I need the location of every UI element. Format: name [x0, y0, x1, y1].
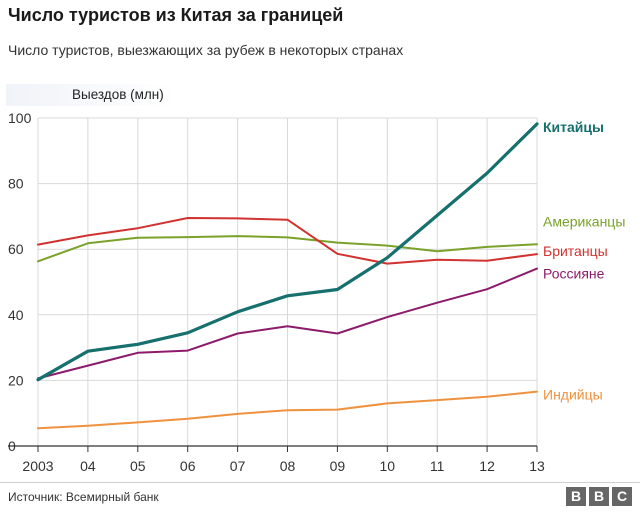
- y-axis-label-box: Выездов (млн): [6, 84, 176, 106]
- series-line-0: [37, 235, 538, 263]
- x-tick-label: 04: [80, 458, 96, 474]
- x-tick-label: 05: [130, 458, 146, 474]
- y-tick-label: 80: [8, 176, 24, 192]
- bbc-logo-letter-1: B: [566, 487, 586, 506]
- y-tick-label: 100: [8, 110, 32, 126]
- series-line-3: [36, 122, 539, 382]
- x-tick-label: 10: [380, 458, 396, 474]
- x-tick-label: 06: [180, 458, 196, 474]
- chart-subtitle: Число туристов, выезжающих за рубеж в не…: [8, 42, 404, 58]
- series-label-4: Индийцы: [543, 387, 603, 403]
- chart-title: Число туристов из Китая за границей: [8, 5, 344, 25]
- x-tick-label: 13: [529, 458, 545, 474]
- x-tick-label: 11: [430, 458, 445, 474]
- y-tick-label: 60: [8, 241, 24, 257]
- series-label-1: Британцы: [543, 243, 608, 259]
- x-tick-label: 09: [330, 458, 346, 474]
- series-label-2: Россияне: [543, 266, 605, 282]
- x-tick-label: 07: [230, 458, 246, 474]
- bbc-logo: B B C: [566, 487, 632, 506]
- x-tick-label: 2003: [22, 458, 53, 474]
- series-line-2: [37, 267, 538, 380]
- x-tick-label: 08: [280, 458, 296, 474]
- x-tick-label: 12: [479, 458, 495, 474]
- series-line-1: [37, 217, 538, 265]
- series-label-0: Американцы: [543, 213, 625, 229]
- y-tick-label: 20: [8, 372, 24, 388]
- y-axis-label: Выездов (млн): [72, 87, 164, 102]
- footer-divider: [0, 482, 640, 483]
- source-note: Источник: Всемирный банк: [8, 490, 159, 504]
- bbc-logo-letter-2: B: [589, 487, 609, 506]
- y-tick-label: 40: [8, 307, 24, 323]
- bbc-logo-letter-3: C: [612, 487, 632, 506]
- series-line-4: [37, 390, 538, 430]
- series-label-3: Китайцы: [543, 119, 604, 135]
